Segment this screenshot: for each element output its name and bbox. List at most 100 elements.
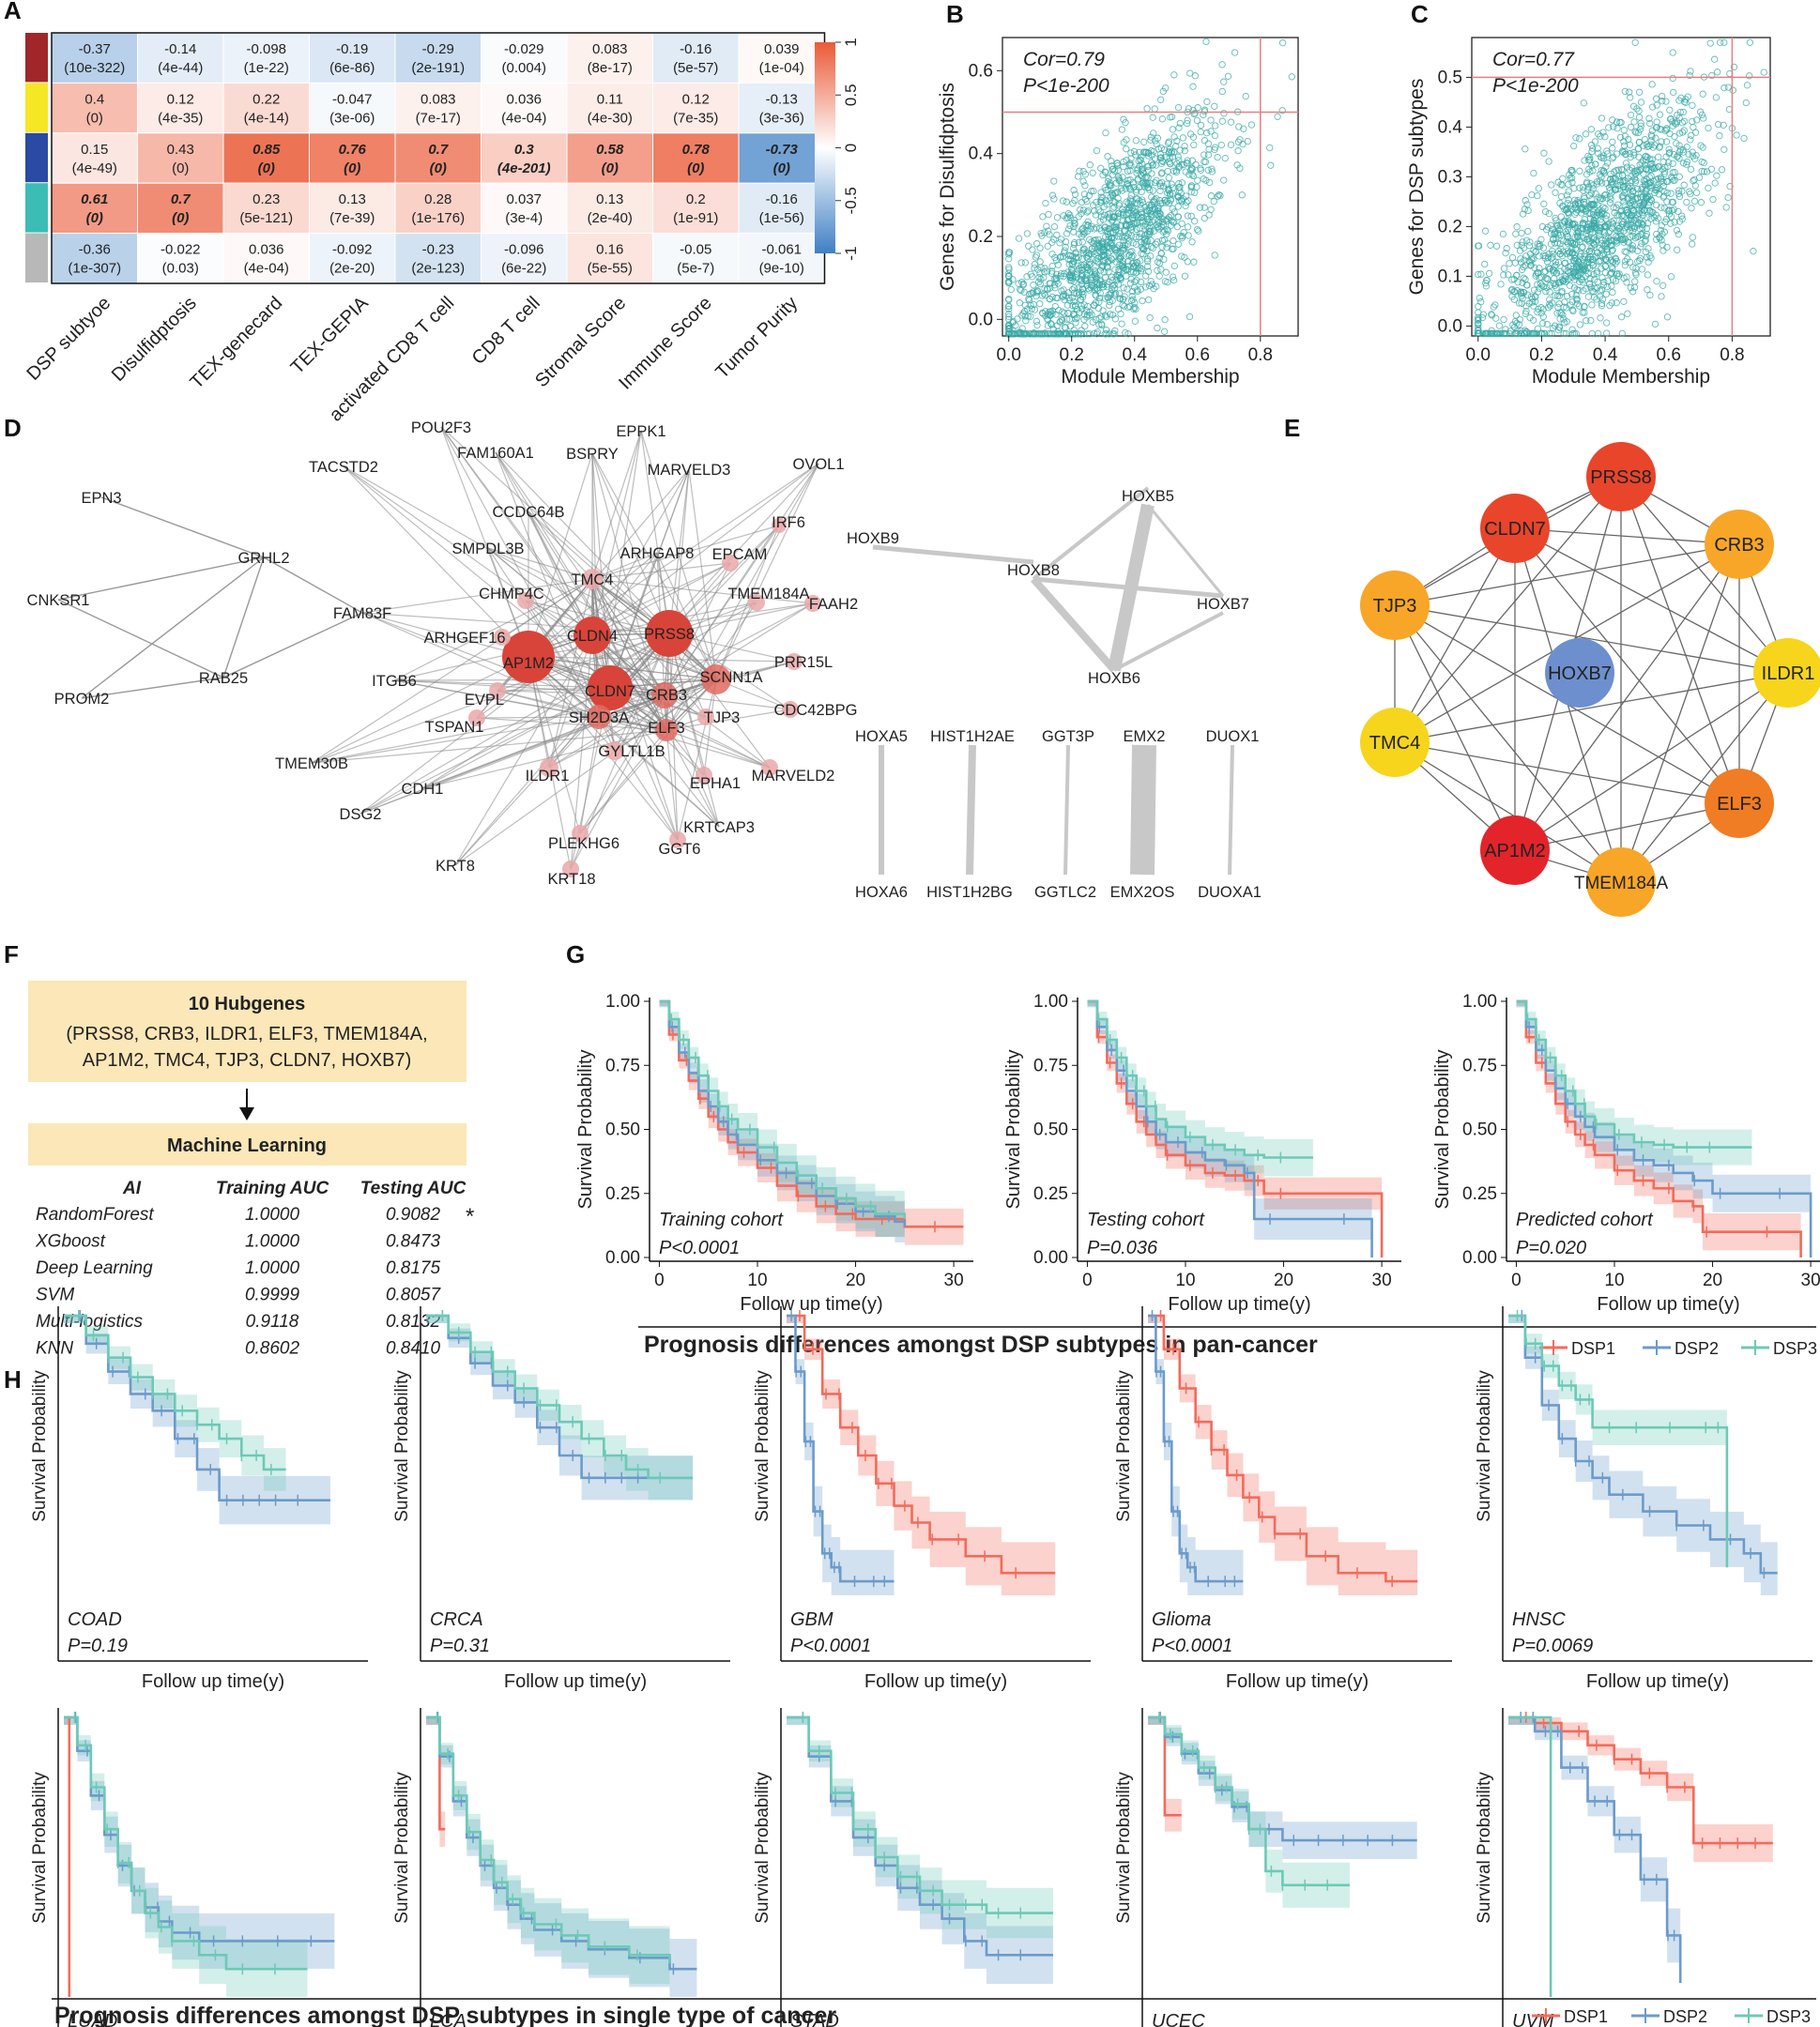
x-tick-label: 0.8 (1720, 345, 1744, 365)
scatter-point (1104, 153, 1111, 160)
scatter-point (1627, 245, 1634, 252)
scatter-point (1580, 234, 1587, 241)
scatter-point (1208, 168, 1216, 175)
scatter-point (1633, 233, 1642, 241)
network-edge (591, 452, 611, 689)
network-edge (591, 468, 690, 636)
scatter-point (1586, 156, 1594, 163)
heatmap-cell (566, 82, 653, 134)
row-group-bar (25, 132, 48, 183)
scatter-point (1534, 191, 1541, 200)
scatter-point (1235, 123, 1243, 130)
scatter-point (1030, 330, 1038, 338)
scatter-point (1678, 129, 1687, 136)
scatter-point (1615, 172, 1623, 180)
scatter-point (1551, 230, 1558, 237)
scatter-point (1029, 246, 1036, 253)
scatter-point (1175, 157, 1183, 164)
scatter-point (1659, 230, 1666, 238)
scatter-point (1098, 321, 1106, 329)
scatter-point (1664, 207, 1672, 215)
scatter-point (1608, 179, 1615, 187)
scatter-point (1614, 272, 1623, 280)
scatter-point (1120, 115, 1127, 123)
pvalue-annotation: P<1e-200 (1492, 75, 1579, 97)
scatter-point (1492, 329, 1500, 338)
scatter-point (1597, 257, 1604, 265)
scatter-point (1017, 259, 1025, 267)
scatter-point (1193, 183, 1201, 191)
scatter-point (1678, 212, 1686, 220)
scatter-point (1629, 148, 1638, 157)
scatter-point (1095, 294, 1104, 302)
heatmap-cell-pvalue: (2e-20) (329, 261, 375, 277)
scatter-point (1627, 123, 1635, 131)
scatter-point (1125, 184, 1134, 191)
scatter-point (1623, 206, 1631, 214)
scatter-point (1505, 271, 1512, 279)
scatter-point (1697, 199, 1705, 206)
scatter-point (1053, 270, 1061, 279)
scatter-point (1573, 296, 1581, 304)
scatter-point (1155, 254, 1163, 262)
x-tick-label: 0.6 (1657, 345, 1681, 365)
scatter-point (1674, 152, 1682, 160)
scatter-point (1598, 114, 1606, 122)
scatter-point (1119, 241, 1127, 249)
hub-edge (1620, 672, 1789, 883)
scatter-point (1583, 227, 1590, 235)
scatter-point (1097, 189, 1105, 196)
scatter-point (1227, 141, 1235, 148)
scatter-point (1157, 170, 1166, 177)
scatter-point (1149, 244, 1157, 251)
scatter-point (1602, 163, 1610, 171)
network-edge (591, 578, 814, 604)
heatmap-cell-value: 0.12 (682, 91, 710, 107)
network-edge (591, 525, 780, 580)
scatter-point (1586, 168, 1594, 175)
scatter-point (1167, 211, 1175, 220)
scatter-point (1123, 233, 1130, 240)
network-edge (495, 451, 665, 696)
scatter-point (1143, 222, 1151, 231)
hub-node-label: ILDR1 (1762, 663, 1815, 684)
scatter-point (1094, 259, 1102, 267)
scatter-point (1041, 265, 1048, 272)
scatter-point (1565, 217, 1572, 225)
scatter-point (1689, 152, 1697, 160)
scatter-point (1555, 324, 1564, 331)
scatter-point (1689, 148, 1696, 156)
scatter-point (1651, 186, 1659, 194)
scatter-point (1571, 224, 1579, 232)
scatter-point (1173, 160, 1181, 168)
heatmap-cell-pvalue: (0) (602, 160, 619, 176)
scatter-point (1533, 329, 1541, 338)
scatter-point (1110, 281, 1118, 289)
scatter-point (1671, 132, 1678, 141)
heatmap-cell-value: 0.7 (428, 142, 449, 158)
panel-f-machine-learning: 10 Hubgenes (PRSS8, CRB3, ILDR1, ELF3, T… (28, 981, 474, 1359)
scatter-point (1629, 288, 1637, 296)
x-tick-label: 0 (1082, 1271, 1093, 1290)
scatter-point (1046, 231, 1053, 238)
scatter-point (1061, 269, 1068, 278)
scatter-point (1495, 322, 1504, 329)
scatter-point (1536, 265, 1543, 272)
heatmap-cell-value: -0.022 (161, 242, 201, 258)
scatter-point (1160, 145, 1169, 154)
network-node-label: EPCAM (712, 546, 768, 563)
scatter-point (1165, 185, 1172, 192)
scatter-point (1742, 99, 1750, 107)
hub-node-label: HOXB7 (1548, 663, 1612, 684)
scatter-point (1010, 317, 1017, 326)
scatter-point (1027, 312, 1034, 320)
network-node-label: OVOL1 (792, 456, 844, 473)
scatter-point (1587, 316, 1595, 325)
scatter-point (1721, 38, 1728, 46)
scatter-point (1130, 147, 1139, 156)
scatter-point (1596, 232, 1603, 239)
y-tick-label: 0.3 (1438, 167, 1462, 187)
scatter-point (1073, 270, 1081, 278)
scatter-point (1139, 222, 1147, 230)
